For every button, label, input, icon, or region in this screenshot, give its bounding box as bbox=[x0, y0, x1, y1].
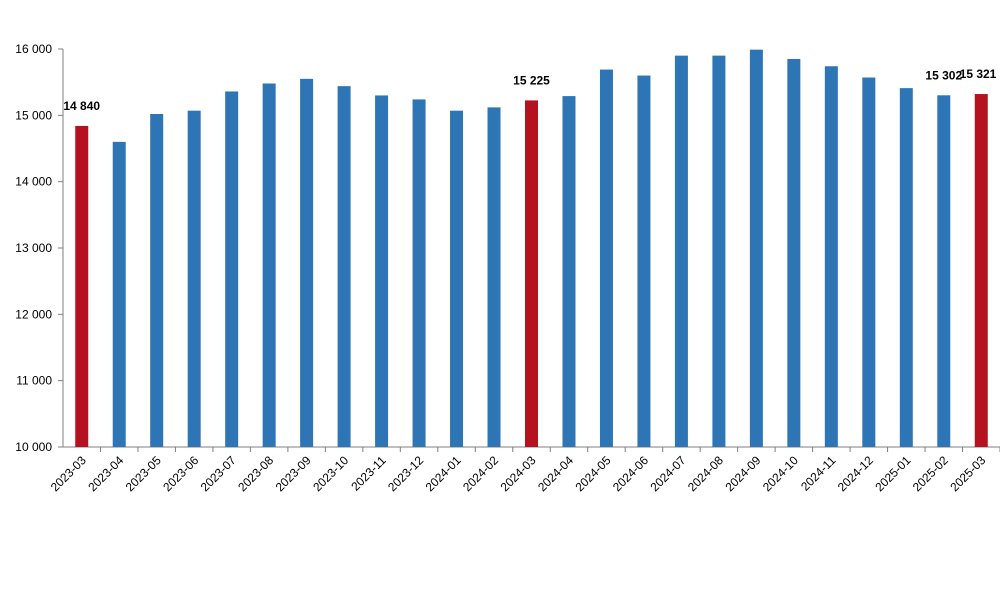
bar-2024-08 bbox=[712, 55, 726, 448]
x-tick-label: 2023-09 bbox=[273, 453, 314, 494]
x-tick-label: 2024-04 bbox=[535, 453, 576, 494]
bar-2024-11 bbox=[824, 66, 838, 447]
y-tick-label: 14 000 bbox=[15, 175, 52, 189]
bar-2024-12 bbox=[862, 77, 876, 448]
bar-2025-01 bbox=[899, 88, 913, 448]
data-label-2024-03: 15 225 bbox=[513, 73, 550, 87]
bar-2023-10 bbox=[337, 86, 351, 447]
bar-2024-07 bbox=[674, 55, 688, 448]
bar-2024-02 bbox=[487, 107, 501, 447]
bar-2023-04 bbox=[112, 141, 126, 447]
y-tick-label: 12 000 bbox=[15, 307, 52, 321]
x-tick-label: 2024-07 bbox=[647, 453, 688, 494]
x-tick-label: 2023-06 bbox=[160, 453, 201, 494]
x-axis: 2023-032023-042023-052023-062023-072023-… bbox=[48, 446, 1000, 494]
x-tick-label: 2024-12 bbox=[835, 453, 876, 494]
bar-2024-06 bbox=[637, 75, 651, 448]
x-tick-label: 2023-05 bbox=[123, 453, 164, 494]
bar-2023-08 bbox=[262, 83, 276, 447]
y-tick-label: 15 000 bbox=[15, 108, 52, 122]
x-tick-label: 2025-03 bbox=[947, 453, 988, 494]
bar-2024-01 bbox=[450, 110, 464, 447]
bar-2023-07 bbox=[225, 91, 239, 447]
x-tick-label: 2023-10 bbox=[310, 453, 351, 494]
x-tick-label: 2024-02 bbox=[460, 453, 501, 494]
y-tick-label: 13 000 bbox=[15, 241, 52, 255]
y-tick-label: 16 000 bbox=[15, 42, 52, 56]
bar-2023-06 bbox=[187, 110, 201, 447]
x-tick-label: 2023-11 bbox=[348, 453, 389, 494]
x-tick-label: 2024-08 bbox=[685, 453, 726, 494]
x-tick-label: 2024-03 bbox=[498, 453, 539, 494]
data-label-2023-03: 14 840 bbox=[63, 99, 100, 113]
x-tick-label: 2025-01 bbox=[872, 453, 913, 494]
bar-2023-12 bbox=[412, 99, 426, 447]
y-axis: 10 000 11 000 12 000 13 000 14 000 15 000 16 0… bbox=[15, 42, 64, 454]
bar-2023-11 bbox=[375, 95, 389, 447]
data-label-2025-03: 15 321 bbox=[960, 67, 997, 81]
bar-2024-10 bbox=[787, 58, 801, 447]
x-tick-label: 2024-10 bbox=[760, 453, 801, 494]
y-tick-label: 11 000 bbox=[16, 374, 52, 388]
x-tick-label: 2023-12 bbox=[385, 453, 426, 494]
x-tick-label: 2024-01 bbox=[423, 453, 464, 494]
x-tick-label: 2023-08 bbox=[235, 453, 276, 494]
bar-2024-04 bbox=[562, 96, 576, 447]
x-tick-label: 2025-02 bbox=[910, 453, 951, 494]
x-tick-label: 2024-06 bbox=[610, 453, 651, 494]
bar-2025-03 bbox=[974, 94, 988, 447]
x-tick-label: 2023-03 bbox=[48, 453, 89, 494]
y-tick-label: 10 000 bbox=[15, 440, 52, 454]
bar-2025-02 bbox=[937, 95, 951, 448]
bar-2024-09 bbox=[749, 49, 763, 448]
bars-group bbox=[75, 49, 988, 448]
data-label-2025-02: 15 302 bbox=[925, 68, 962, 82]
bar-2023-09 bbox=[300, 78, 314, 447]
x-tick-label: 2023-07 bbox=[198, 453, 239, 494]
x-tick-label: 2024-11 bbox=[798, 453, 839, 494]
bar-2023-05 bbox=[150, 114, 164, 448]
x-tick-label: 2024-05 bbox=[573, 453, 614, 494]
x-tick-label: 2023-04 bbox=[85, 453, 126, 494]
bar-2023-03 bbox=[75, 125, 89, 448]
bar-2024-05 bbox=[599, 69, 613, 448]
x-tick-label: 2024-09 bbox=[722, 453, 763, 494]
bar-2024-03 bbox=[525, 100, 538, 448]
